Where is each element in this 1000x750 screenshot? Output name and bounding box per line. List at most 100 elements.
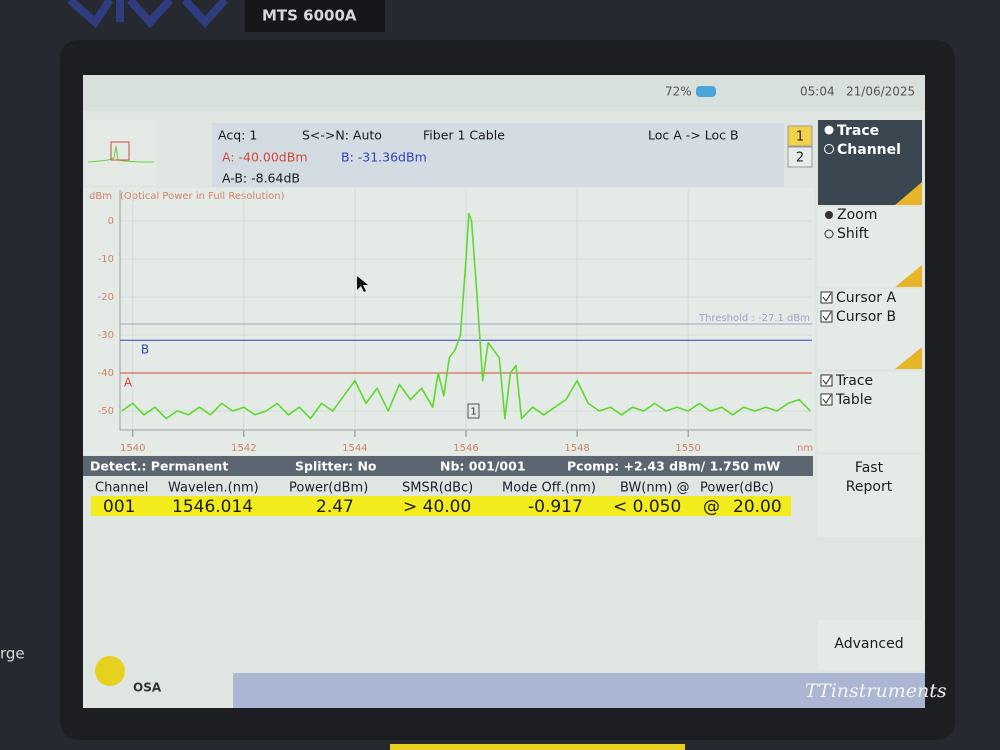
logo xyxy=(67,0,228,28)
table-cell: < 0.050 xyxy=(613,497,681,517)
side-text: rge xyxy=(0,645,25,663)
menu-trace-toggle: Trace xyxy=(835,373,873,389)
table-header: SMSR(dBc) xyxy=(402,481,473,496)
table-header: Wavelen.(nm) xyxy=(168,481,259,496)
x-tick-label: 1540 xyxy=(120,443,145,454)
menu-channel: Channel xyxy=(837,142,901,158)
watermark: TTinstruments xyxy=(805,680,947,702)
radio-off xyxy=(824,144,834,154)
table-cell: 001 xyxy=(103,497,135,517)
menu-zoom-shift[interactable] xyxy=(818,207,922,287)
menu-zoom: Zoom xyxy=(837,207,877,223)
table-row xyxy=(91,496,791,516)
menu-fast-report[interactable] xyxy=(818,455,922,537)
thumbnail-zoom xyxy=(110,141,130,161)
table-header: BW(nm) @ xyxy=(620,481,690,496)
y-tick-label: -30 xyxy=(98,330,114,341)
tab-2-label: 2 xyxy=(796,151,804,166)
mode: OSA xyxy=(133,681,162,695)
table-cell: -0.917 xyxy=(528,497,583,517)
nb: Nb: 001/001 xyxy=(440,459,526,474)
y-tick-label: -10 xyxy=(98,254,114,265)
results-table: Channel Wavelen.(nm) Power(dBm) SMSR(dBc) Mo… xyxy=(91,481,791,517)
mouse-pointer xyxy=(357,276,368,292)
radio-on xyxy=(825,211,833,219)
menu-report: Report xyxy=(846,479,893,495)
pcomp: Pcomp: +2.43 dBm/ 1.750 mW xyxy=(567,459,780,474)
peak-marker-label: 1 xyxy=(470,407,476,418)
cursor-delta: A-B: -8.64dB xyxy=(222,171,300,186)
y-tick-label: -40 xyxy=(98,368,114,379)
chart-subtitle: (Optical Power in Full Resolution) xyxy=(120,191,285,202)
model: MTS 6000A xyxy=(262,7,357,25)
time: 05:04 xyxy=(800,85,835,99)
menu-cursor-a: Cursor A xyxy=(836,290,896,306)
checkbox xyxy=(820,393,833,406)
status-bar xyxy=(83,75,925,111)
snr-mode: S<->N: Auto xyxy=(302,128,382,143)
x-tick-label: 1550 xyxy=(675,443,700,454)
battery: 72% xyxy=(665,85,692,99)
menu-shift: Shift xyxy=(837,226,869,242)
y-axis-label: dBm xyxy=(89,191,112,202)
acq: Acq: 1 xyxy=(218,128,257,143)
check-marks xyxy=(822,375,832,404)
cursor-label: A xyxy=(124,376,133,390)
thumbnail-trace xyxy=(87,145,154,163)
fiber: Fiber 1 Cable xyxy=(423,128,505,143)
menu-trace-channel[interactable] xyxy=(818,120,922,205)
checkbox xyxy=(820,310,833,323)
table-header: Channel xyxy=(95,481,148,496)
x-tick-label: 1544 xyxy=(342,443,367,454)
menu-arrows xyxy=(895,182,922,369)
x-tick-label: 1542 xyxy=(231,443,256,454)
x-tick-label: 1548 xyxy=(564,443,589,454)
bottom-strip xyxy=(390,744,685,750)
menu-advanced[interactable] xyxy=(818,620,922,670)
info-panel xyxy=(212,123,784,187)
y-tick-label: -50 xyxy=(98,406,114,417)
table-header: Power(dBc) xyxy=(700,481,774,496)
checkbox xyxy=(820,374,833,387)
tab-1[interactable] xyxy=(787,125,813,147)
summary-band xyxy=(83,456,813,476)
radio-on xyxy=(824,125,834,135)
menu-cursors[interactable] xyxy=(818,289,922,369)
table-cell: @ xyxy=(703,497,720,517)
model-box xyxy=(245,0,385,32)
detect: Detect.: Permanent xyxy=(90,459,228,474)
table-header: Power(dBm) xyxy=(289,481,368,496)
plot: 0 -10 -20 -30 -40 -50 1540 1542 1544 1546 1548 1550… xyxy=(98,190,812,454)
menu-fast: Fast xyxy=(855,460,884,476)
location: Loc A -> Loc B xyxy=(648,128,739,143)
spectrum-trace xyxy=(121,212,811,420)
threshold-label: Threshold : -27.1 dBm xyxy=(698,313,810,324)
table-header: Mode Off.(nm) xyxy=(502,481,596,496)
radio-off xyxy=(824,229,834,239)
splitter: Splitter: No xyxy=(295,459,377,474)
menu-table: Table xyxy=(835,392,872,408)
checkbox xyxy=(820,291,833,304)
table-cell: 1546.014 xyxy=(172,497,253,517)
y-tick-label: 0 xyxy=(108,216,114,227)
menu-trace: Trace xyxy=(837,123,879,139)
x-unit: nm xyxy=(797,443,813,454)
x-tick-label: 1546 xyxy=(453,443,478,454)
cursor-label: B xyxy=(141,343,149,357)
tab-2[interactable] xyxy=(787,146,813,168)
indicator xyxy=(95,656,125,686)
menu-advanced-label: Advanced xyxy=(834,636,903,652)
tab-1-label: 1 xyxy=(796,130,804,145)
table-cell: 2.47 xyxy=(316,497,354,517)
thumbnail xyxy=(85,120,157,185)
cursor-b-value: B: -31.36dBm xyxy=(341,150,427,165)
check-marks xyxy=(822,292,832,321)
menu-cursor-b: Cursor B xyxy=(836,309,896,325)
table-cell: 20.00 xyxy=(733,497,782,517)
cursor-a-value: A: -40.00dBm xyxy=(222,150,308,165)
peak-marker xyxy=(467,403,480,419)
y-tick-label: -20 xyxy=(98,292,114,303)
battery-icon xyxy=(696,86,716,97)
menu-views[interactable] xyxy=(818,372,922,452)
